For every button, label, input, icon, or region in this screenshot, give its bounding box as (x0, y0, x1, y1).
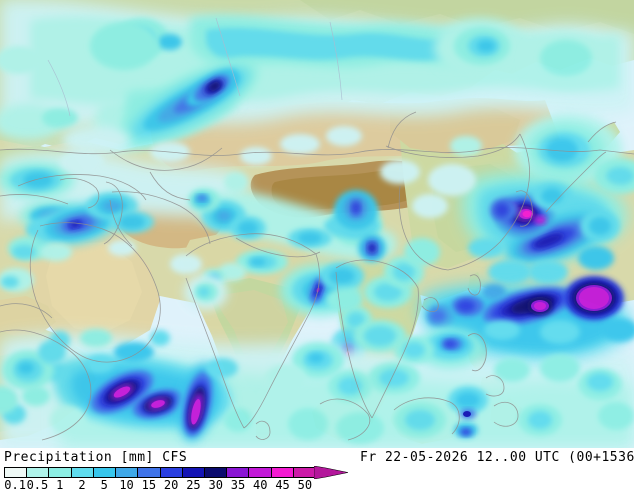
colorbar-tick-label: 25 (186, 478, 201, 492)
colorbar-segment (227, 468, 250, 477)
colorbar-tick-label: 1 (56, 478, 64, 492)
colorbar-segment (160, 468, 183, 477)
colorbar-overflow-arrow-icon (314, 466, 348, 479)
precipitation-layer (0, 0, 634, 448)
colorbar-tick-label: 20 (163, 478, 179, 492)
colorbar-tick-label: 40 (253, 478, 268, 492)
border-layer (0, 17, 634, 441)
colorbar-segment (71, 468, 94, 477)
colorbar-tick-label: 15 (141, 478, 157, 492)
colorbar-segment (49, 468, 72, 477)
colorbar-tick-labels: 0.1 0.5 1 2 5 10 15 20 25 30 35 40 45 50 (4, 478, 334, 492)
colorbar-tick-label: 45 (275, 478, 290, 492)
colorbar-tick-label: 0.5 (26, 478, 49, 492)
forecast-run-label: Fr 22-05-2026 12..00 UTC (00+1536 (360, 450, 634, 465)
colorbar-tick-label: 30 (208, 478, 223, 492)
precipitation-colorbar[interactable] (4, 467, 316, 478)
colorbar-segment (182, 468, 205, 477)
precip-central-asia-streak (90, 22, 258, 153)
precip-india (170, 172, 248, 310)
land-arabia-desert (46, 242, 142, 334)
colorbar-segment (293, 468, 316, 477)
colorbar-tick-label: 50 (297, 478, 313, 492)
colorbar-segment (271, 468, 294, 477)
precip-himalaya (188, 188, 397, 287)
colorbar-segment (116, 468, 139, 477)
colorbar-tick-label: 35 (230, 478, 246, 492)
precipitation-map-canvas[interactable] (0, 0, 634, 448)
colorbar-tick-label: 5 (100, 478, 108, 492)
colorbar-segment (27, 468, 50, 477)
legend-panel: Precipitation [mm] CFS Fr 22-05-2026 12.… (0, 448, 634, 492)
land-india-deccan (214, 290, 288, 380)
precipitation-map-panel[interactable] (0, 0, 634, 448)
precip-arabian-sea (2, 329, 252, 442)
colorbar-segment (5, 468, 28, 477)
precip-philippines (416, 328, 634, 438)
precip-scattered (60, 126, 482, 218)
colorbar-tick-label: 10 (119, 478, 134, 492)
colorbar-segment (249, 468, 272, 477)
land-africa-north (0, 296, 56, 336)
colorbar-segment (93, 468, 117, 477)
precip-south-china-sea (419, 276, 634, 360)
colorbar-segment (204, 468, 228, 477)
colorbar-segment (138, 468, 161, 477)
colorbar-tick-label: 2 (78, 478, 86, 492)
precip-japan-core (462, 172, 627, 284)
precip-urals (0, 46, 130, 154)
precip-northeast-asia (434, 18, 634, 194)
colorbar-tick-label: 0.1 (4, 478, 26, 492)
legend-title: Precipitation [mm] CFS (4, 450, 188, 465)
precip-africa-horn (0, 331, 86, 434)
colorbar-wrapper: 0.1 0.5 1 2 5 10 15 20 25 30 35 40 45 50 (4, 466, 348, 492)
